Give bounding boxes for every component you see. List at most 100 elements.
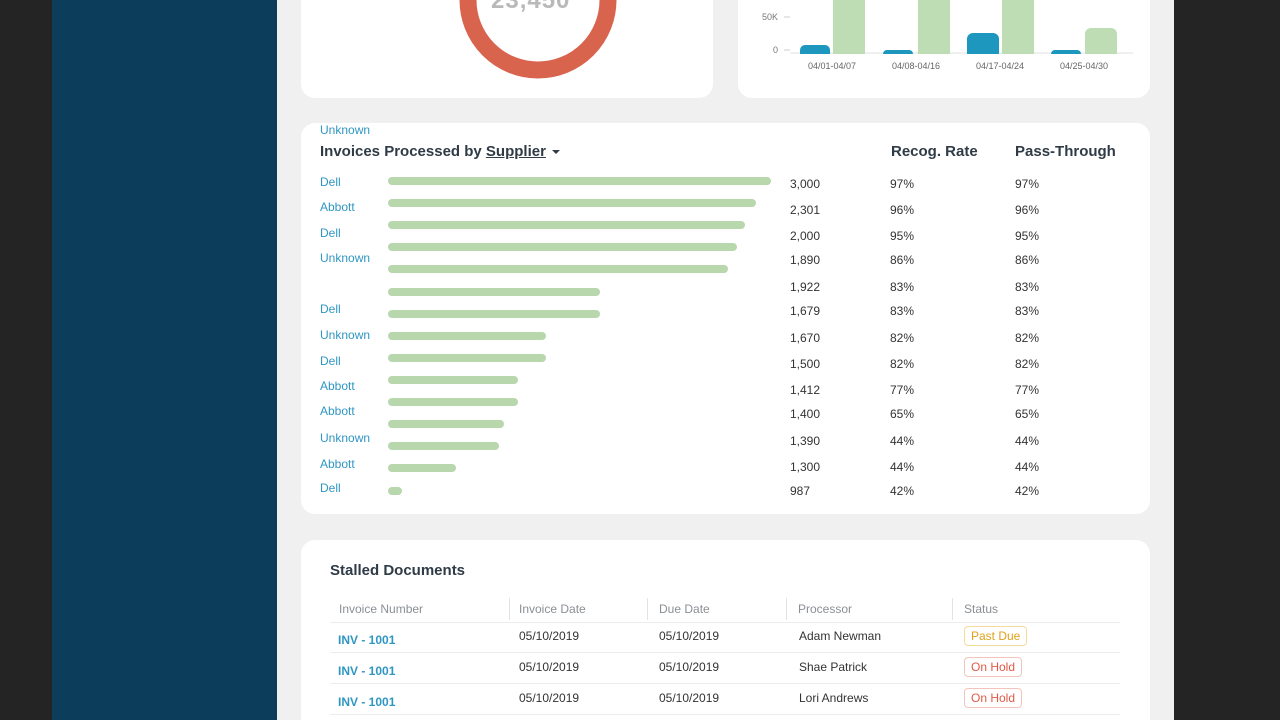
supplier-pass-through: 96% <box>1015 203 1040 217</box>
supplier-recog-rate: 77% <box>890 383 915 397</box>
x-label-week-4: 04/25-04/30 <box>1060 61 1108 71</box>
supplier-recog-rate: 95% <box>890 229 915 243</box>
x-label-week-1: 04/01-04/07 <box>808 61 856 71</box>
supplier-name-link[interactable]: Abbott <box>320 379 355 393</box>
supplier-pass-through: 82% <box>1015 357 1040 371</box>
supplier-invoice-count: 3,000 <box>790 177 821 191</box>
supplier-recog-rate: 82% <box>890 331 915 345</box>
stalled-title: Stalled Documents <box>330 562 466 579</box>
invoice-date: 05/10/2019 <box>519 691 580 705</box>
sidebar <box>52 0 277 720</box>
supplier-invoice-count: 1,670 <box>790 331 821 345</box>
supplier-recog-rate: 44% <box>890 460 915 474</box>
header-status[interactable]: Status <box>964 602 999 616</box>
header-invoice-date[interactable]: Invoice Date <box>519 602 586 616</box>
due-date: 05/10/2019 <box>659 660 720 674</box>
group-by-dropdown[interactable]: Supplier <box>485 143 546 160</box>
donut-total-value: 23,450 <box>491 0 571 14</box>
supplier-invoice-count: 2,000 <box>790 229 821 243</box>
title-prefix: Invoices Processed by <box>320 143 482 160</box>
supplier-volume-bar <box>388 199 756 207</box>
pass-through-header: Pass-Through <box>1015 143 1116 160</box>
supplier-pass-through: 95% <box>1015 229 1040 243</box>
stalled-documents-card: Stalled Documents Invoice Number Invoice… <box>301 540 1150 720</box>
column-separator <box>647 598 648 620</box>
supplier-invoice-count: 1,890 <box>790 253 821 267</box>
supplier-invoice-count: 987 <box>790 484 811 498</box>
supplier-volume-bar <box>388 221 745 229</box>
supplier-volume-bar <box>388 442 499 450</box>
supplier-name-link[interactable]: Unknown <box>320 123 371 137</box>
supplier-invoice-count: 1,300 <box>790 460 821 474</box>
supplier-volume-bar <box>388 310 600 318</box>
supplier-volume-bar <box>388 265 728 273</box>
supplier-name-link[interactable]: Abbott <box>320 200 355 214</box>
supplier-volume-bar <box>388 420 504 428</box>
supplier-name-link[interactable]: Dell <box>320 226 341 240</box>
invoice-number-link[interactable]: INV - 1001 <box>338 664 396 678</box>
supplier-name-link[interactable]: Dell <box>320 481 341 495</box>
week-2-green-bar <box>918 0 950 54</box>
weekly-chart-card: 50K 0 04/01-04/07 04/08-04/16 04/17-04/2… <box>738 0 1150 98</box>
supplier-recog-rate: 96% <box>890 203 915 217</box>
supplier-invoice-count: 1,412 <box>790 383 821 397</box>
week-3-green-bar <box>1002 0 1034 54</box>
dashboard-content: 23,450 50K 0 04/01-04/07 04/08-04/16 04/… <box>277 0 1174 720</box>
header-invoice-number[interactable]: Invoice Number <box>339 602 424 616</box>
due-date: 05/10/2019 <box>659 691 720 705</box>
supplier-name-link[interactable]: Abbott <box>320 457 355 471</box>
supplier-volume-bar <box>388 243 737 251</box>
status-badge: Past Due <box>964 626 1028 646</box>
supplier-name-link[interactable]: Dell <box>320 354 341 368</box>
x-label-week-2: 04/08-04/16 <box>892 61 940 71</box>
header-processor[interactable]: Processor <box>798 602 853 616</box>
week-1-green-bar <box>833 0 865 54</box>
supplier-volume-bar <box>388 332 546 340</box>
supplier-recog-rate: 82% <box>890 357 915 371</box>
header-due-date[interactable]: Due Date <box>659 602 710 616</box>
x-label-week-3: 04/17-04/24 <box>976 61 1024 71</box>
supplier-name-link[interactable]: Abbott <box>320 404 355 418</box>
supplier-recog-rate: 44% <box>890 434 915 448</box>
supplier-volume-bar <box>388 354 546 362</box>
chevron-down-icon[interactable] <box>551 150 560 155</box>
due-date: 05/10/2019 <box>659 629 720 643</box>
invoice-number-link[interactable]: INV - 1001 <box>338 633 396 647</box>
supplier-volume-bar <box>388 464 456 472</box>
recog-rate-header: Recog. Rate <box>891 143 978 160</box>
supplier-volume-bar <box>388 398 518 406</box>
supplier-pass-through: 83% <box>1015 304 1040 318</box>
header-divider <box>330 622 1120 623</box>
invoice-date: 05/10/2019 <box>519 660 580 674</box>
row-divider <box>330 714 1120 715</box>
supplier-volume-bar <box>388 487 402 495</box>
invoices-by-supplier-card: Invoices Processed by Supplier Recog. Ra… <box>301 123 1150 514</box>
supplier-invoice-count: 1,390 <box>790 434 821 448</box>
supplier-name-link[interactable]: Dell <box>320 175 341 189</box>
supplier-name-link[interactable]: Unknown <box>320 431 371 445</box>
window-frame-left <box>0 0 52 720</box>
supplier-pass-through: 44% <box>1015 460 1040 474</box>
supplier-name-link[interactable]: Unknown <box>320 251 371 265</box>
supplier-pass-through: 77% <box>1015 383 1040 397</box>
supplier-pass-through: 65% <box>1015 407 1040 421</box>
row-divider <box>330 652 1120 653</box>
supplier-recog-rate: 97% <box>890 177 915 191</box>
supplier-name-link[interactable]: Dell <box>320 302 341 316</box>
processor-name: Adam Newman <box>799 629 882 643</box>
total-invoices-card: 23,450 <box>301 0 713 98</box>
supplier-volume-bar <box>388 376 518 384</box>
supplier-recog-rate: 83% <box>890 280 915 294</box>
invoice-number-link[interactable]: INV - 1001 <box>338 695 396 709</box>
supplier-pass-through: 82% <box>1015 331 1040 345</box>
supplier-recog-rate: 83% <box>890 304 915 318</box>
supplier-pass-through: 42% <box>1015 484 1040 498</box>
supplier-invoice-count: 1,922 <box>790 280 821 294</box>
supplier-pass-through: 83% <box>1015 280 1040 294</box>
supplier-volume-bar <box>388 288 600 296</box>
supplier-recog-rate: 86% <box>890 253 915 267</box>
status-badge: On Hold <box>964 688 1023 708</box>
y-tick-50k: 50K <box>762 12 778 22</box>
supplier-name-link[interactable]: Unknown <box>320 328 371 342</box>
column-separator <box>786 598 787 620</box>
